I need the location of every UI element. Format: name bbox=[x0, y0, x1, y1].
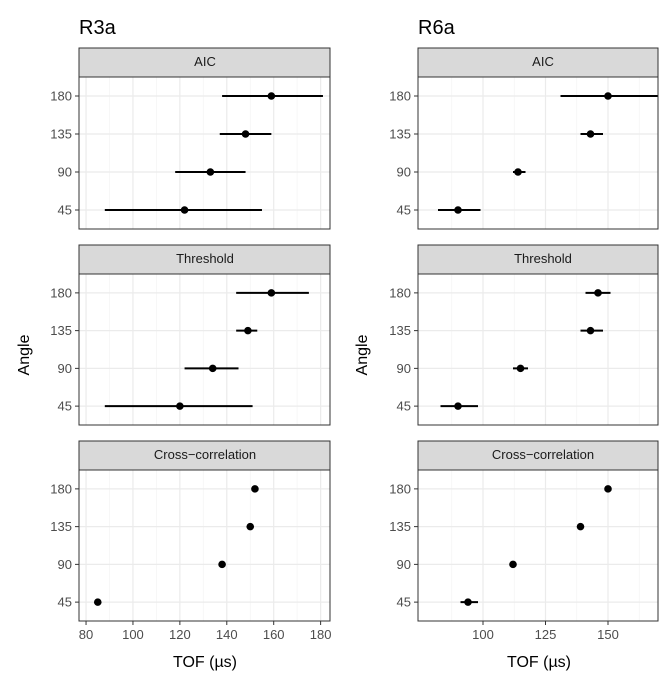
data-point bbox=[586, 130, 595, 138]
y-tick-label: 45 bbox=[58, 595, 72, 610]
y-tick-label: 180 bbox=[50, 89, 72, 104]
data-point bbox=[241, 130, 250, 138]
data-point bbox=[509, 560, 517, 569]
data-point bbox=[454, 402, 462, 410]
data-point bbox=[594, 289, 602, 297]
y-axis-title-left: Angle bbox=[16, 334, 33, 375]
data-point bbox=[464, 598, 472, 606]
x-tick-label: 80 bbox=[79, 627, 93, 642]
y-tick-label: 90 bbox=[397, 557, 411, 572]
facet-strip bbox=[417, 440, 659, 471]
y-tick-label: 45 bbox=[397, 595, 411, 610]
panel-background bbox=[79, 77, 330, 229]
data-point bbox=[208, 364, 217, 373]
data-point bbox=[576, 522, 585, 531]
data-point bbox=[514, 168, 522, 176]
data-point bbox=[244, 326, 252, 335]
x-axis-title-left: TOF (µs) bbox=[173, 654, 237, 671]
y-tick-label: 180 bbox=[389, 481, 411, 496]
chart-title-right: R6a bbox=[418, 17, 456, 39]
strip-label-left-threshold: Threshold bbox=[176, 251, 234, 266]
data-point bbox=[176, 402, 184, 410]
data-point bbox=[604, 92, 612, 100]
x-tick-label: 120 bbox=[169, 627, 191, 642]
data-point bbox=[516, 364, 525, 373]
strip-label-right-aic: AIC bbox=[532, 54, 554, 69]
x-tick-label: 100 bbox=[122, 627, 144, 642]
data-point bbox=[251, 485, 259, 493]
y-tick-label: 45 bbox=[58, 399, 72, 414]
y-tick-label: 90 bbox=[58, 361, 72, 376]
data-point bbox=[206, 168, 215, 176]
y-tick-label: 135 bbox=[389, 519, 411, 534]
x-tick-label: 140 bbox=[216, 627, 238, 642]
data-point bbox=[180, 206, 189, 214]
data-point bbox=[93, 598, 102, 606]
panel-border bbox=[78, 76, 331, 230]
y-tick-label: 135 bbox=[50, 519, 72, 534]
facet-strip bbox=[78, 47, 331, 78]
data-point bbox=[246, 522, 255, 531]
x-axis-title-right: TOF (µs) bbox=[507, 654, 571, 671]
y-tick-label: 135 bbox=[50, 323, 72, 338]
y-tick-label: 45 bbox=[397, 203, 411, 218]
x-tick-label: 125 bbox=[535, 627, 557, 642]
panel-background bbox=[418, 274, 658, 425]
panel-border bbox=[417, 76, 659, 230]
strip-label-left-aic: AIC bbox=[194, 54, 216, 69]
data-point bbox=[218, 560, 226, 569]
y-tick-label: 45 bbox=[58, 203, 72, 218]
y-tick-label: 180 bbox=[50, 481, 72, 496]
x-tick-label: 160 bbox=[263, 627, 285, 642]
data-point bbox=[604, 485, 612, 493]
strip-label-right-cross-correlation: Cross−correlation bbox=[492, 447, 594, 462]
facet-strip bbox=[78, 244, 331, 275]
y-tick-label: 90 bbox=[397, 165, 411, 180]
y-tick-label: 90 bbox=[58, 557, 72, 572]
data-point bbox=[267, 289, 276, 297]
facet-strip bbox=[417, 244, 659, 275]
x-tick-label: 180 bbox=[310, 627, 332, 642]
data-point bbox=[586, 326, 595, 335]
y-tick-label: 135 bbox=[50, 127, 72, 142]
data-point bbox=[454, 206, 462, 214]
data-point bbox=[267, 92, 276, 100]
panel-background bbox=[418, 77, 658, 229]
y-tick-label: 180 bbox=[389, 285, 411, 300]
y-tick-label: 45 bbox=[397, 399, 411, 414]
plot-layer: 45 90 135 180 45 90 135 180 45 90 135 180 80 100 120 14… bbox=[50, 47, 659, 642]
panel-background bbox=[418, 470, 658, 621]
y-axis-title-right: Angle bbox=[354, 334, 371, 375]
strip-label-left-cross-correlation: Cross−correlation bbox=[154, 447, 256, 462]
facet-strip bbox=[417, 47, 659, 78]
y-tick-label: 90 bbox=[397, 361, 411, 376]
x-tick-label: 100 bbox=[472, 627, 494, 642]
y-tick-label: 180 bbox=[50, 285, 72, 300]
panel-border bbox=[78, 469, 331, 622]
panel-background bbox=[79, 470, 330, 621]
x-tick-label: 150 bbox=[597, 627, 619, 642]
panel-border bbox=[78, 273, 331, 426]
y-tick-label: 135 bbox=[389, 323, 411, 338]
chart-title-left: R3a bbox=[79, 17, 117, 39]
y-tick-label: 90 bbox=[58, 165, 72, 180]
strip-label-right-threshold: Threshold bbox=[514, 251, 572, 266]
panel-border bbox=[417, 273, 659, 426]
facet-strip bbox=[78, 440, 331, 471]
panel-background bbox=[79, 274, 330, 425]
panel-border bbox=[417, 469, 659, 622]
y-tick-label: 180 bbox=[389, 89, 411, 104]
y-tick-label: 135 bbox=[389, 127, 411, 142]
